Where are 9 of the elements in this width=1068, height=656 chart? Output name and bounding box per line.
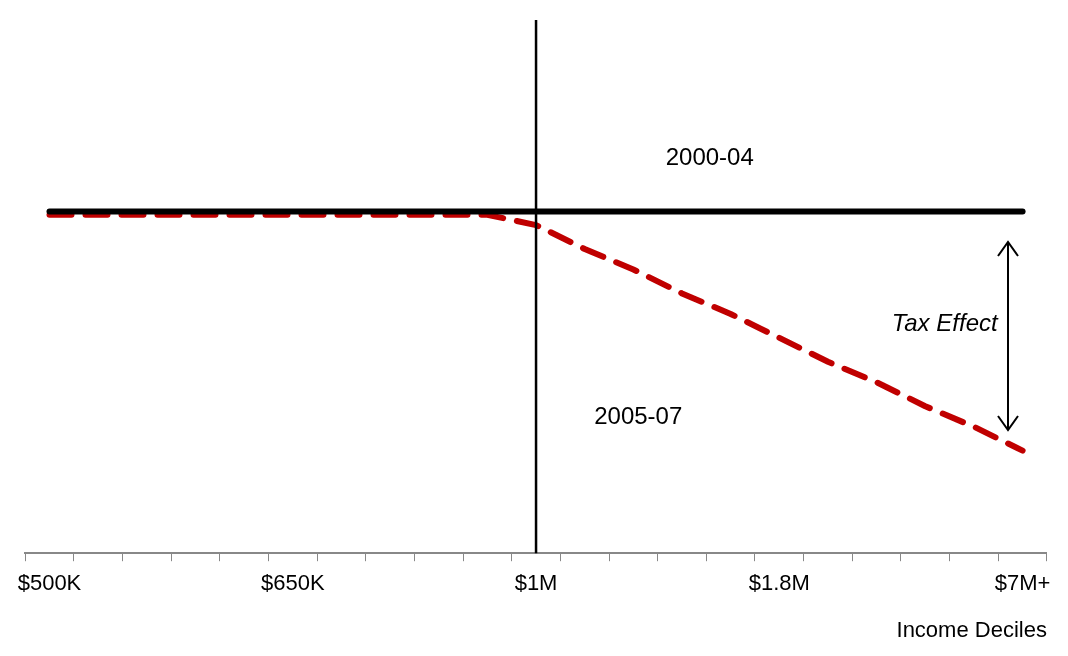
x-axis-title: Income Deciles [896,616,1047,642]
x-tick-label: $650K [260,570,325,596]
annotation: Tax Effect [891,308,999,336]
text: 2000-04 [665,143,754,171]
x-tick-label: $7M+ [994,570,1051,596]
x-tick-label: $1M [514,570,558,596]
annotation: 2005-07 [594,401,683,429]
x-tick-label: $1.8M [748,570,810,596]
x-tick-label: $500K [17,570,82,596]
